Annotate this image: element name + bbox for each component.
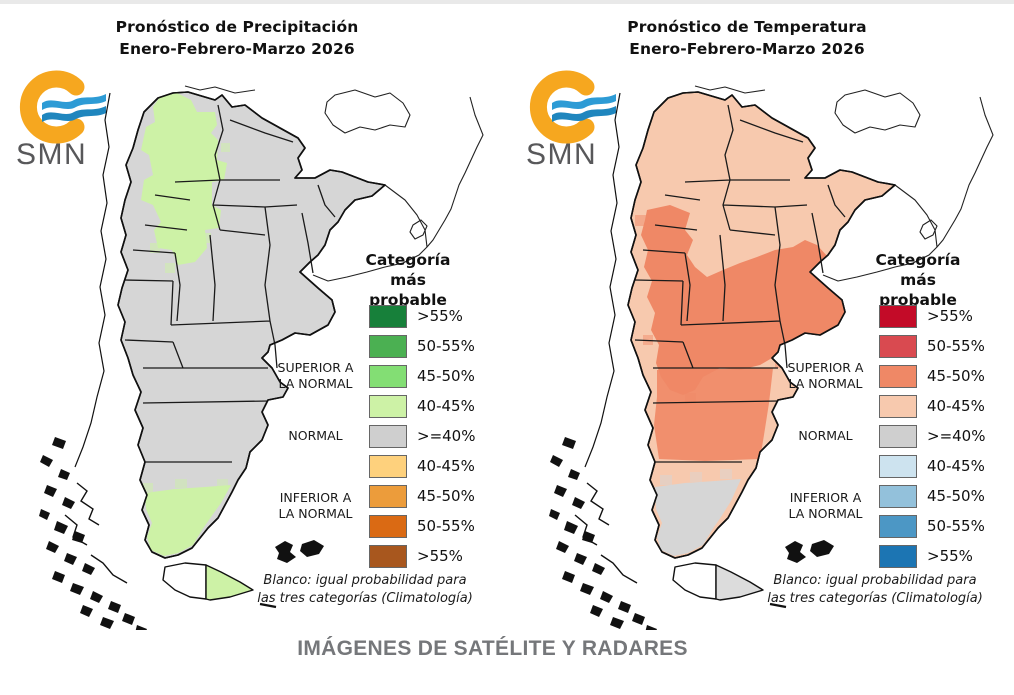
precipitation-panel: Pronóstico de Precipitación Enero-Febrer… [0,0,504,632]
temperature-panel: Pronóstico de Temperatura Enero-Febrero-… [510,0,1014,632]
smn-logo-icon [529,70,616,144]
title-line1: Pronóstico de Temperatura [627,18,867,36]
malvinas-islands [275,540,324,563]
tierra-del-fuego-chile [162,562,207,600]
temperature-map [547,85,994,630]
smn-logo-icon [19,70,106,144]
smn-logo-text: SMN [16,138,88,171]
tierra-del-fuego-chile [672,562,717,600]
tierra-del-fuego-argentina [715,564,764,601]
title-line2: Enero-Febrero-Marzo 2026 [119,40,355,58]
region-above-normal [141,93,231,556]
section-heading-satellite-radar: IMÁGENES DE SATÉLITE Y RADARES [297,637,688,660]
top-divider [0,0,1014,4]
title-line2: Enero-Febrero-Marzo 2026 [629,40,865,58]
smn-logo: SMN [14,70,114,180]
title-line1: Pronóstico de Precipitación [115,18,359,36]
smn-logo-text: SMN [526,138,598,171]
temperature-title: Pronóstico de Temperatura Enero-Febrero-… [537,16,957,60]
precipitation-title: Pronóstico de Precipitación Enero-Febrer… [27,16,447,60]
precipitation-map [37,85,484,630]
malvinas-islands [785,540,834,563]
region-normal-south [655,469,741,556]
tierra-del-fuego-argentina [205,564,254,601]
smn-logo: SMN [524,70,624,180]
